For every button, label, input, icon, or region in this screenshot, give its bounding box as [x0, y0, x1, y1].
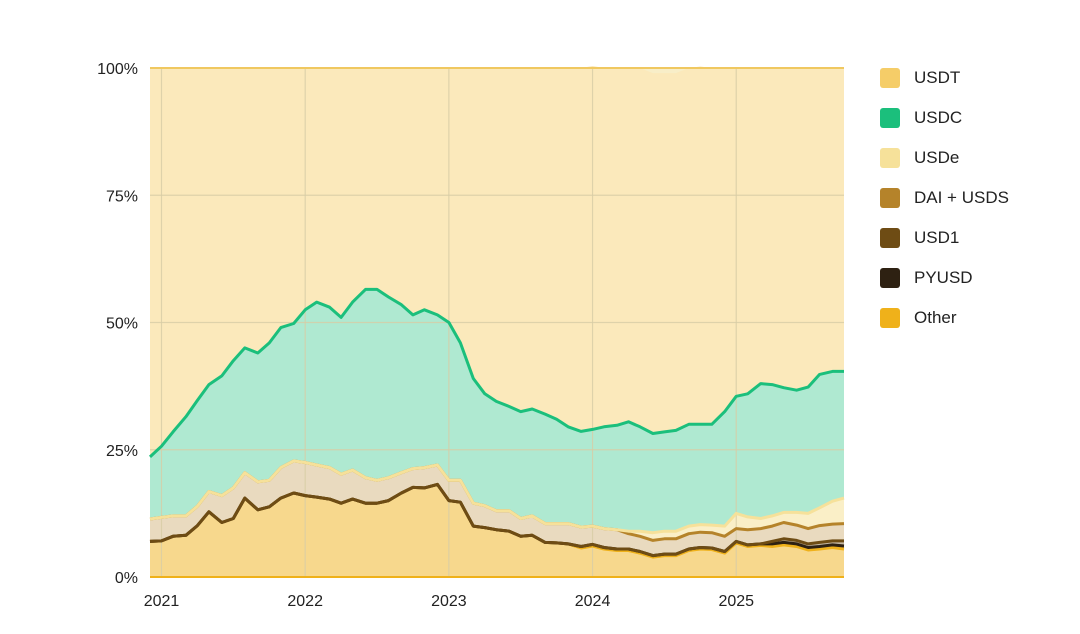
x-tick-label: 2025 — [718, 593, 754, 610]
x-tick-label: 2024 — [575, 593, 611, 610]
area-dai-usds — [150, 460, 844, 556]
gridlines — [150, 67, 844, 578]
area-usdc — [150, 289, 844, 533]
legend-item-usd1: USD1 — [880, 218, 1009, 258]
y-tick-label: 75% — [106, 188, 138, 205]
legend: USDT USDC USDe DAI + USDS USD1 PYUSD Other — [880, 58, 1009, 338]
legend-item-other: Other — [880, 298, 1009, 338]
y-tick-label: 25% — [106, 443, 138, 460]
legend-item-usdt: USDT — [880, 58, 1009, 98]
legend-item-pyusd: PYUSD — [880, 258, 1009, 298]
legend-label: PYUSD — [914, 268, 973, 287]
line-usdc — [148, 287, 844, 458]
legend-label: USDC — [914, 108, 963, 127]
y-tick-label: 50% — [106, 316, 138, 333]
legend-label: USD1 — [914, 228, 960, 247]
x-tick-label: 2021 — [144, 593, 180, 610]
legend-swatch — [880, 148, 900, 168]
legend-swatch — [880, 268, 900, 288]
legend-label: USDT — [914, 68, 961, 87]
y-tick-label: 100% — [97, 61, 138, 78]
x-axis-ticks: 2021 2022 2023 2024 2025 — [144, 593, 754, 610]
y-axis-ticks: 0% 25% 50% 75% 100% — [97, 61, 138, 587]
legend-swatch — [880, 308, 900, 328]
legend-item-usdc: USDC — [880, 98, 1009, 138]
line-usd1 — [149, 482, 844, 558]
series-lines — [148, 287, 845, 559]
area-usdt — [150, 66, 844, 457]
legend-swatch — [880, 188, 900, 208]
legend-label: DAI + USDS — [914, 188, 1009, 207]
legend-label: USDe — [914, 148, 960, 167]
legend-swatch — [880, 228, 900, 248]
legend-item-dai-usds: DAI + USDS — [880, 178, 1009, 218]
legend-item-usde: USDe — [880, 138, 1009, 178]
legend-swatch — [880, 108, 900, 128]
legend-label: Other — [914, 308, 957, 327]
legend-swatch — [880, 68, 900, 88]
line-usde — [149, 459, 845, 535]
y-tick-label: 0% — [115, 570, 138, 587]
x-tick-label: 2023 — [431, 593, 467, 610]
series-areas — [150, 66, 844, 577]
x-tick-label: 2022 — [287, 593, 323, 610]
